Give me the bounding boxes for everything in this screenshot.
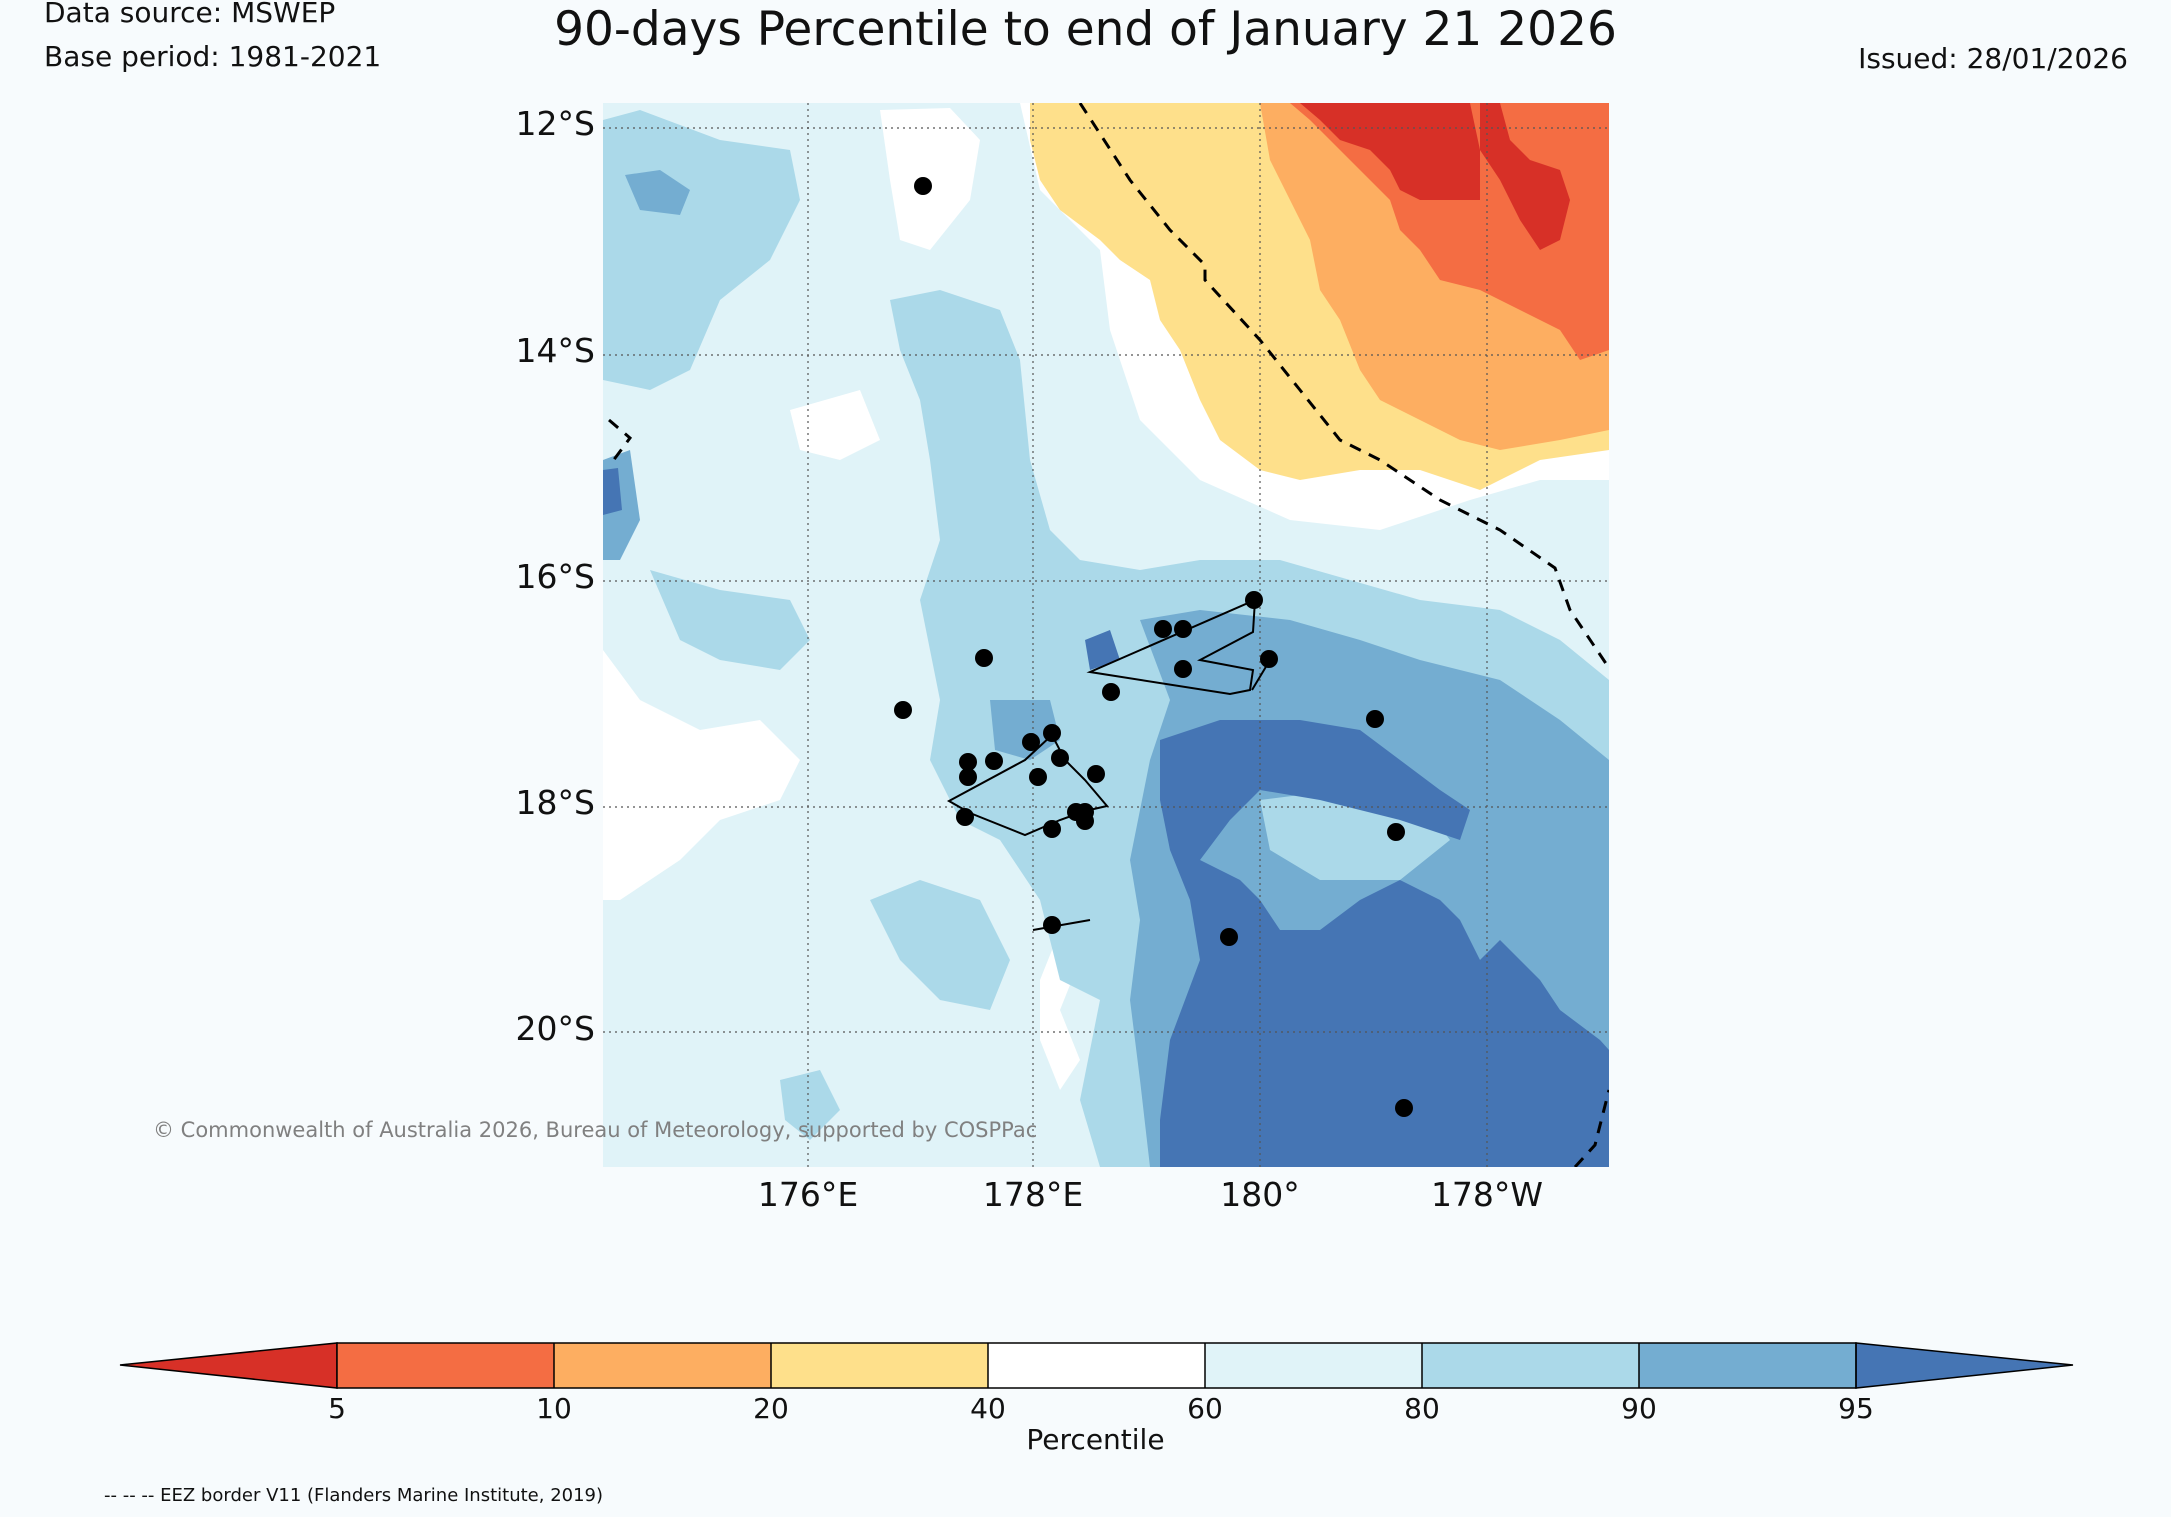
zone-white-nw xyxy=(880,108,980,250)
colorbar-tick: 40 xyxy=(970,1392,1006,1425)
colorbar-label: Percentile xyxy=(1026,1423,1165,1456)
zone-blue-95-small xyxy=(1085,630,1120,670)
eez-footnote: -- -- -- EEZ border V11 (Flanders Marine… xyxy=(104,1485,604,1506)
base-period: Base period: 1981-2021 xyxy=(44,40,382,73)
zone-blue-90-nw xyxy=(625,170,690,215)
lat-label-16s: 16°S xyxy=(515,557,595,596)
page-title: 90-days Percentile to end of January 21 … xyxy=(554,2,1617,57)
lat-label-20s: 20°S xyxy=(515,1009,595,1048)
station-markers xyxy=(894,177,1413,1117)
colorbar-tick: 60 xyxy=(1187,1392,1223,1425)
lon-label-176e: 176°E xyxy=(757,1175,859,1214)
zone-red-below-5 xyxy=(1300,103,1570,250)
zone-blue-95-west xyxy=(603,468,622,515)
colorbar-tick: 10 xyxy=(536,1392,572,1425)
zone-blue-80-south xyxy=(870,880,1010,1010)
lat-label-12s: 12°S xyxy=(515,104,595,143)
zone-blue-80-sw xyxy=(780,1070,840,1140)
lon-label-178e: 178°E xyxy=(982,1175,1084,1214)
data-source: Data source: MSWEP xyxy=(44,0,336,29)
colorbar-tick: 20 xyxy=(753,1392,789,1425)
zone-blue-80-west xyxy=(650,570,810,670)
colorbar-tick: 90 xyxy=(1621,1392,1657,1425)
zone-white-west xyxy=(603,650,800,900)
copyright-notice: © Commonwealth of Australia 2026, Bureau… xyxy=(153,1118,1038,1142)
lat-label-18s: 18°S xyxy=(515,783,595,822)
eez-border xyxy=(608,103,1609,1167)
colorbar-tick: 80 xyxy=(1404,1392,1440,1425)
colorbar xyxy=(119,1342,2074,1389)
colorbar-tick: 5 xyxy=(328,1392,346,1425)
zone-white-mid xyxy=(790,390,880,460)
lon-label-178w: 178°W xyxy=(1430,1175,1544,1214)
lat-label-14s: 14°S xyxy=(515,331,595,370)
zone-blue-95 xyxy=(1160,720,1609,1167)
lon-label-180: 180° xyxy=(1220,1175,1300,1214)
issued-date: Issued: 28/01/2026 xyxy=(1858,42,2128,75)
colorbar-tick: 95 xyxy=(1838,1392,1874,1425)
map-area xyxy=(603,103,1609,1167)
